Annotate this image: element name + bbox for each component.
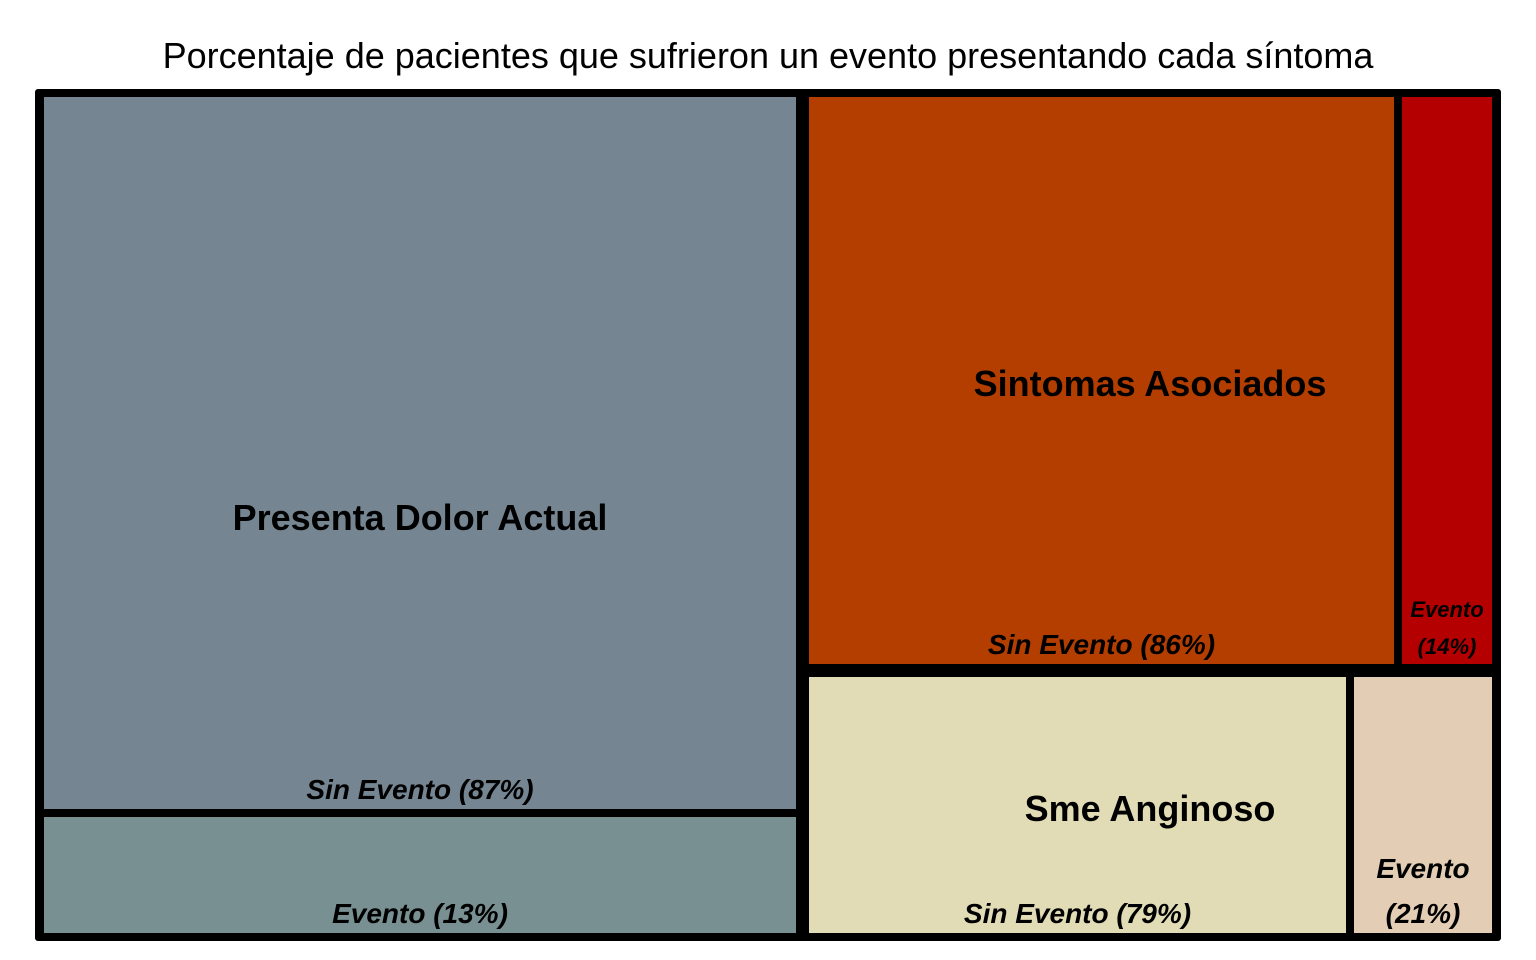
- treemap-cell-presenta-dolor-actual-sin-evento: [44, 97, 796, 809]
- leaf-label-sintomas-asociados-evento-line-1: Evento: [1410, 597, 1483, 622]
- group-label-sintomas-asociados: Sintomas Asociados: [974, 363, 1327, 404]
- treemap-cell-sintomas-asociados-evento: [1402, 97, 1492, 664]
- leaf-label-sme-anginoso-sin-evento: Sin Evento (79%): [964, 898, 1191, 929]
- leaf-label-sme-anginoso-evento-line-2: (21%): [1386, 898, 1461, 929]
- leaf-label-sme-anginoso-evento-line-1: Evento: [1376, 853, 1469, 884]
- group-label-sme-anginoso: Sme Anginoso: [1025, 788, 1276, 829]
- treemap-cell-sintomas-asociados-sin-evento: [809, 97, 1394, 664]
- treemap-cell-sme-anginoso-evento: [1354, 677, 1492, 933]
- chart-title: Porcentaje de pacientes que sufrieron un…: [162, 35, 1374, 76]
- leaf-label-sintomas-asociados-sin-evento: Sin Evento (86%): [988, 629, 1215, 660]
- treemap-cell-presenta-dolor-actual-evento: [44, 817, 796, 933]
- leaf-label-presenta-dolor-actual-evento: Evento (13%): [332, 898, 508, 929]
- group-label-presenta-dolor-actual: Presenta Dolor Actual: [233, 497, 608, 538]
- leaf-label-presenta-dolor-actual-sin-evento: Sin Evento (87%): [306, 774, 533, 805]
- treemap-cell-sme-anginoso-sin-evento: [809, 677, 1346, 933]
- leaf-label-sintomas-asociados-evento-line-2: (14%): [1418, 634, 1477, 659]
